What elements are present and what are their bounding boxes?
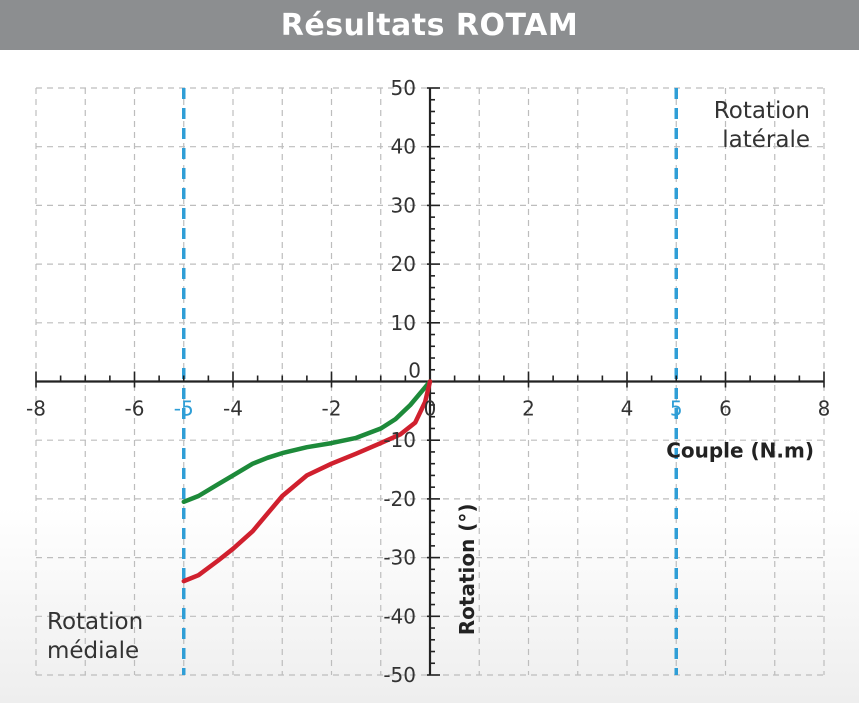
- reference-lines: [182, 88, 678, 675]
- x-tick-label: 0: [424, 397, 437, 421]
- annotation-lateral-line1: Rotation: [714, 98, 810, 124]
- x-tick-label: -2: [322, 397, 342, 421]
- y-tick-label: -10: [383, 428, 416, 452]
- x-tick-label-highlight: -5: [174, 397, 194, 421]
- green-series-line: [181, 379, 433, 505]
- y-tick-label-zero: 0: [408, 359, 421, 383]
- annotation-medial-line2: médiale: [47, 638, 139, 664]
- labels: -8 -6 -4 -2 0 2 4 6 8-5 55040302010-10-20-30-40-5…: [26, 76, 830, 687]
- x-tick-label: 4: [621, 397, 634, 421]
- x-tick-label: -8: [26, 397, 46, 421]
- y-tick-label: 20: [391, 252, 416, 276]
- y-tick-label: -20: [383, 487, 416, 511]
- chart-header: Résultats ROTAM: [0, 0, 859, 50]
- annotation-medial-line1: Rotation: [47, 609, 143, 635]
- x-tick-label: 8: [818, 397, 831, 421]
- y-tick-label: -30: [383, 546, 416, 570]
- y-tick-label: 10: [391, 311, 416, 335]
- series: [181, 379, 433, 584]
- x-tick-label: -4: [223, 397, 243, 421]
- red-series-line: [181, 379, 433, 584]
- x-tick-label: 2: [522, 397, 535, 421]
- x-tick-label: 6: [719, 397, 732, 421]
- y-tick-label: 40: [391, 135, 416, 159]
- x-tick-label-highlight: 5: [670, 397, 683, 421]
- x-tick-label: -6: [125, 397, 145, 421]
- y-tick-label: 50: [391, 76, 416, 100]
- chart-title: Résultats ROTAM: [280, 7, 579, 43]
- annotation-lateral-line2: latérale: [722, 127, 810, 153]
- x-axis-title: Couple (N.m): [666, 439, 814, 463]
- y-tick-label: 30: [391, 193, 416, 217]
- y-tick-label: -50: [383, 663, 416, 687]
- y-axis-title: Rotation (°): [455, 503, 479, 635]
- y-tick-label: -40: [383, 604, 416, 628]
